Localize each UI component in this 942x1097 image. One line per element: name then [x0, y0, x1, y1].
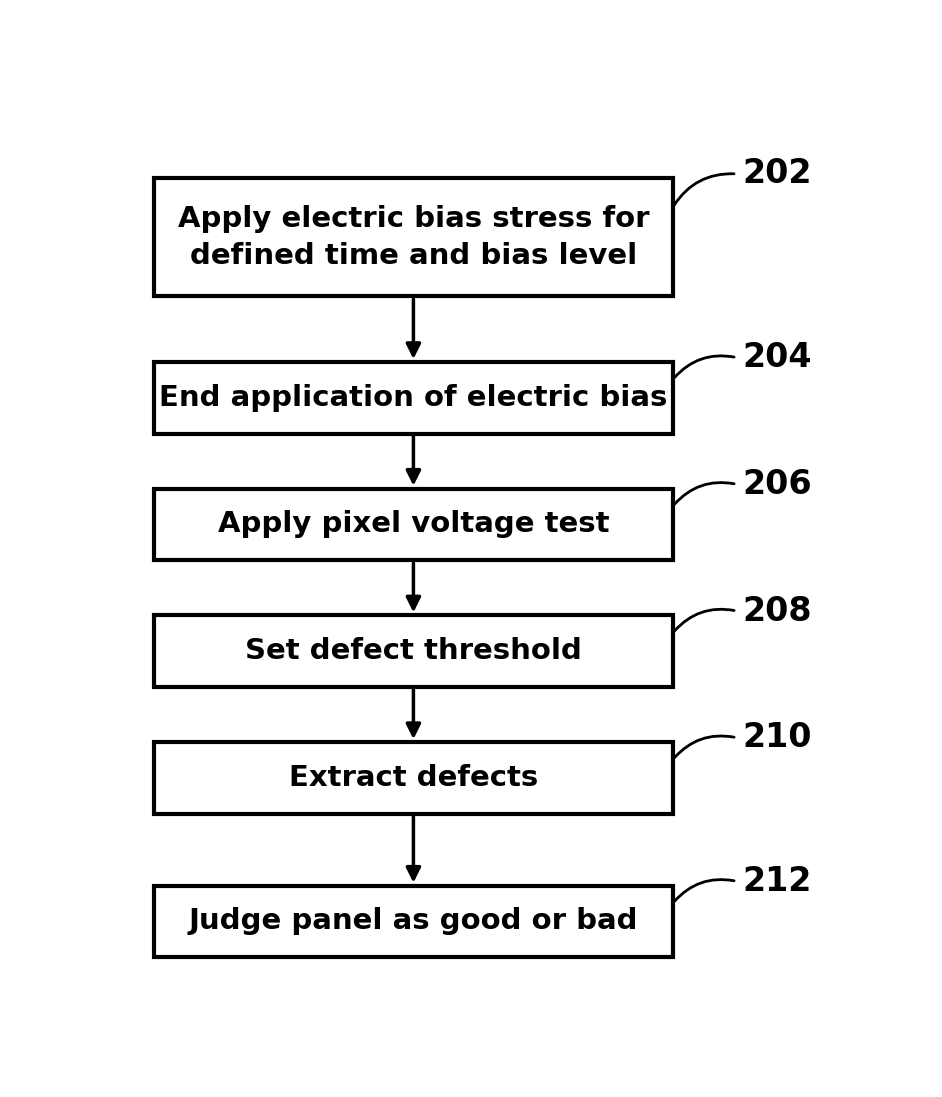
Text: 204: 204: [742, 341, 811, 374]
Text: End application of electric bias: End application of electric bias: [159, 384, 668, 411]
Text: Judge panel as good or bad: Judge panel as good or bad: [188, 907, 638, 936]
Bar: [154, 488, 673, 561]
Bar: [154, 885, 673, 958]
Bar: [154, 178, 673, 296]
Bar: [154, 615, 673, 687]
Text: Apply electric bias stress for
defined time and bias level: Apply electric bias stress for defined t…: [178, 205, 649, 270]
Text: 208: 208: [742, 595, 812, 627]
Text: 212: 212: [742, 864, 811, 897]
Bar: [154, 742, 673, 814]
Text: 206: 206: [742, 467, 812, 501]
Text: 202: 202: [742, 157, 811, 191]
Bar: [154, 362, 673, 433]
Text: Apply pixel voltage test: Apply pixel voltage test: [218, 510, 609, 539]
Text: Extract defects: Extract defects: [289, 764, 538, 792]
Text: 210: 210: [742, 721, 811, 755]
Text: Set defect threshold: Set defect threshold: [245, 637, 582, 665]
